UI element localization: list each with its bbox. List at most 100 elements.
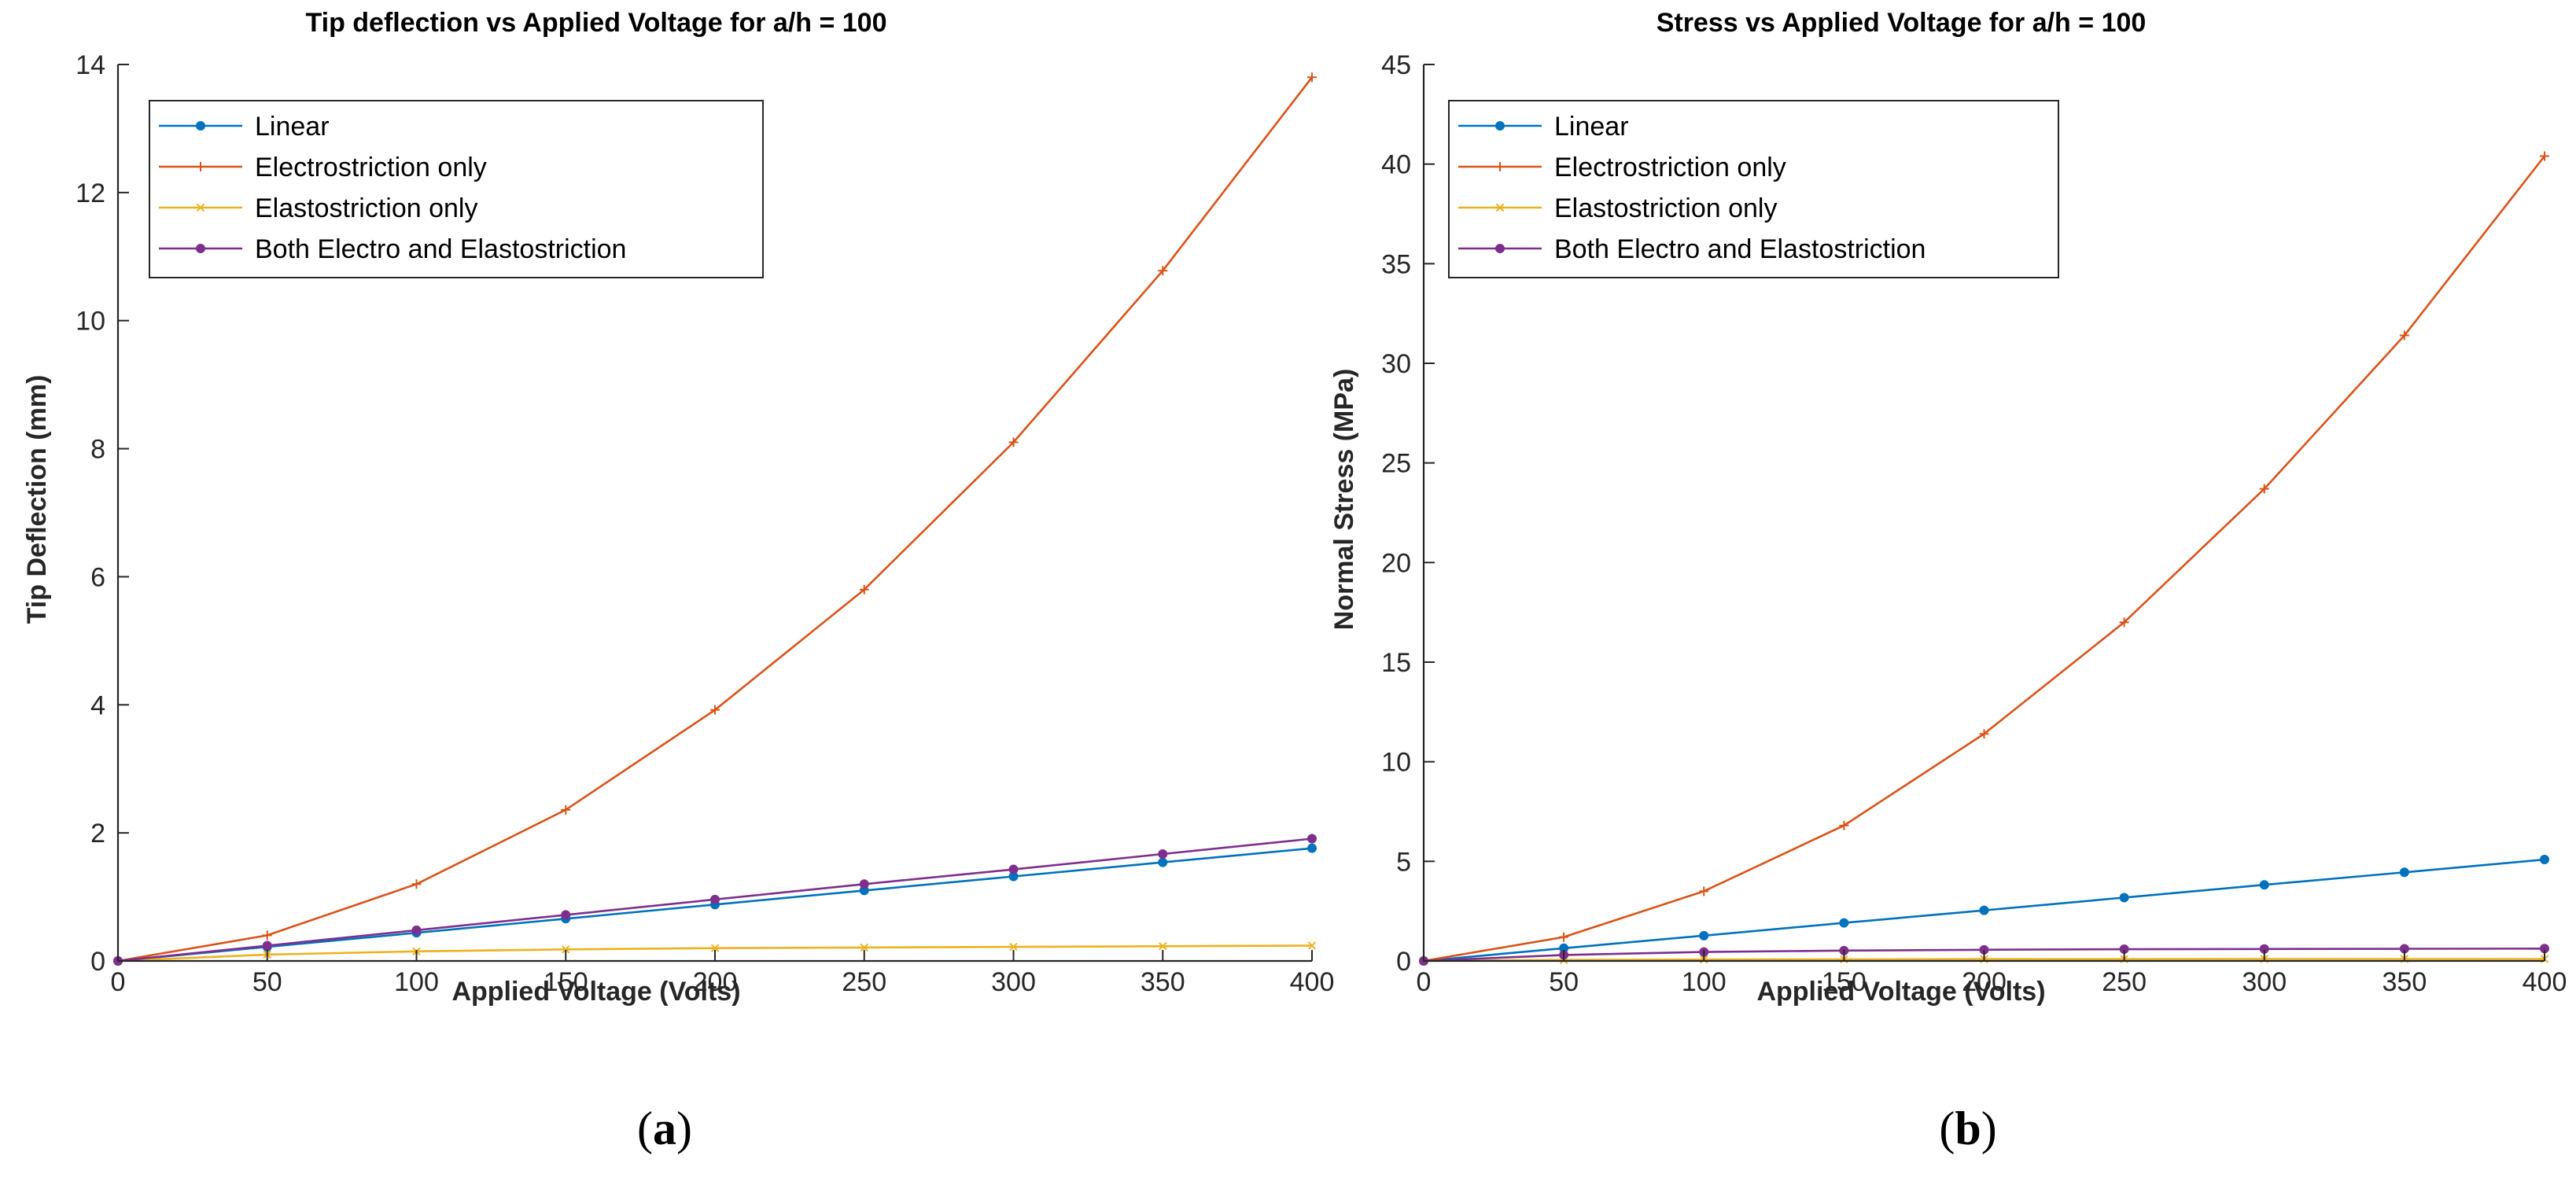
data-point-a-2-7	[1158, 266, 1168, 276]
legend-label-a-4: Both Electro and Elastostriction	[255, 234, 626, 264]
chart-title-a: Tip deflection vs Applied Voltage for a/…	[305, 8, 886, 38]
y-tick-label-a-0: 0	[90, 947, 105, 977]
data-point-a-4-3	[561, 910, 571, 920]
data-point-b-2-8	[2540, 151, 2549, 161]
legend-label-a-1: Linear	[255, 112, 330, 142]
legend-label-b-3: Elastostriction only	[1554, 193, 1777, 223]
y-tick-label-a-8: 8	[90, 435, 105, 465]
x-tick-label-b-300: 300	[2242, 967, 2287, 997]
legend-marker-a-1	[196, 121, 205, 131]
x-tick-label-b-250: 250	[2102, 967, 2147, 997]
data-point-b-1-2	[1699, 930, 1709, 941]
x-tick-label-b-200: 200	[1962, 967, 2007, 997]
chart-panel-b: Stress vs Applied Voltage for a/h = 100 …	[1329, 8, 2567, 1154]
legend-marker-b-4	[1495, 244, 1505, 253]
x-tick-label-a-0: 0	[111, 967, 126, 997]
legend-marker-b-2	[1495, 162, 1505, 171]
y-tick-label-b-40: 40	[1381, 150, 1411, 180]
x-axis-label-a: Applied Voltage (Volts)	[451, 977, 740, 1007]
y-tick-label-b-35: 35	[1381, 249, 1411, 279]
data-point-a-1-8	[1307, 843, 1317, 853]
x-tick-label-b-0: 0	[1417, 967, 1432, 997]
legend-marker-a-2	[196, 162, 205, 171]
plot-area-a: 0 50 100 150 200 250 300 350 400 0 2 4 6 8 10 12 14 Linea…	[76, 50, 1334, 997]
plot-area-b: 0 50 100 150 200 250 300 350 400 0 5 10 15 20 25 30 35 40…	[1381, 50, 2567, 997]
data-point-a-3-7	[1159, 942, 1167, 951]
y-tick-label-b-25: 25	[1381, 449, 1411, 479]
data-point-a-1-7	[1158, 857, 1168, 867]
data-point-b-1-6	[2259, 880, 2269, 890]
data-point-a-2-3	[561, 804, 571, 815]
data-point-a-4-6	[1008, 864, 1019, 874]
data-point-b-1-7	[2399, 867, 2409, 878]
y-tick-label-a-6: 6	[90, 562, 105, 592]
data-point-b-2-5	[2119, 617, 2129, 628]
y-tick-label-a-14: 14	[76, 50, 105, 80]
x-tick-label-a-50: 50	[252, 967, 282, 997]
data-point-a-4-7	[1158, 849, 1168, 860]
x-tick-label-b-400: 400	[2523, 967, 2567, 997]
y-tick-label-b-15: 15	[1381, 648, 1411, 678]
legend-label-b-4: Both Electro and Elastostriction	[1554, 234, 1926, 264]
data-point-a-2-4	[710, 705, 720, 715]
y-tick-label-a-10: 10	[76, 307, 105, 337]
x-tick-label-b-150: 150	[1822, 967, 1867, 997]
x-tick-label-a-100: 100	[394, 967, 439, 997]
legend-label-b-2: Electrostriction only	[1554, 153, 1786, 182]
y-tick-label-b-5: 5	[1396, 847, 1411, 877]
chart-panel-a: Tip deflection vs Applied Voltage for a/…	[22, 8, 1334, 1154]
legend-b: Linear Electrostriction only Elastostricti…	[1448, 100, 2059, 278]
x-tick-label-a-200: 200	[693, 967, 738, 997]
data-point-b-2-1	[1559, 932, 1569, 942]
data-point-a-3-3	[562, 945, 570, 954]
x-tick-label-b-100: 100	[1682, 967, 1727, 997]
data-point-b-2-4	[1979, 729, 1989, 739]
x-tick-label-a-350: 350	[1141, 967, 1185, 997]
data-point-b-1-3	[1839, 918, 1849, 928]
data-point-b-1-5	[2119, 893, 2129, 903]
data-point-a-2-2	[411, 879, 422, 889]
legend-box-a	[149, 100, 764, 278]
x-axis-label-b: Applied Voltage (Volts)	[1756, 977, 2045, 1007]
data-point-a-3-5	[860, 943, 868, 952]
caption-a: (a)	[637, 1102, 692, 1154]
data-point-b-2-2	[1699, 886, 1709, 896]
legend-marker-a-3	[196, 203, 205, 212]
legend-label-a-3: Elastostriction only	[255, 193, 477, 223]
legend-marker-b-3	[1495, 203, 1505, 212]
data-point-a-4-1	[262, 941, 272, 951]
legend-label-a-2: Electrostriction only	[255, 153, 487, 182]
data-point-a-3-8	[1307, 941, 1317, 950]
data-point-b-2-7	[2399, 330, 2409, 341]
y-tick-label-a-4: 4	[90, 690, 105, 720]
data-point-a-3-4	[710, 944, 720, 952]
legend-label-b-1: Linear	[1554, 112, 1629, 142]
y-tick-label-b-0: 0	[1396, 947, 1411, 977]
data-point-a-4-5	[859, 879, 869, 889]
y-tick-label-b-10: 10	[1381, 748, 1411, 778]
y-tick-label-a-12: 12	[76, 179, 105, 208]
data-point-a-2-5	[859, 584, 869, 594]
data-point-a-4-2	[411, 925, 422, 935]
data-point-a-2-6	[1008, 437, 1019, 447]
data-point-a-4-8	[1307, 834, 1317, 844]
y-axis-label-b: Normal Stress (MPa)	[1329, 369, 1359, 631]
x-tick-label-a-400: 400	[1290, 967, 1335, 997]
data-point-a-2-8	[1307, 72, 1317, 83]
x-tick-label-b-50: 50	[1549, 967, 1579, 997]
y-tick-label-b-20: 20	[1381, 548, 1411, 578]
legend-marker-a-4	[196, 244, 205, 253]
legend-marker-b-1	[1495, 121, 1505, 131]
x-tick-label-b-350: 350	[2383, 967, 2427, 997]
data-point-b-1-8	[2540, 855, 2549, 865]
caption-b: (b)	[1939, 1102, 1996, 1154]
y-tick-label-a-2: 2	[90, 819, 105, 848]
legend-a: Linear Electrostriction only Elastostricti…	[149, 100, 764, 278]
data-point-a-3-6	[1009, 942, 1018, 952]
x-tick-label-a-150: 150	[544, 967, 588, 997]
data-point-a-4-4	[710, 894, 720, 904]
y-tick-label-b-30: 30	[1381, 349, 1411, 379]
data-point-a-2-1	[262, 930, 272, 941]
y-axis-label-a: Tip Deflection (mm)	[22, 375, 52, 624]
